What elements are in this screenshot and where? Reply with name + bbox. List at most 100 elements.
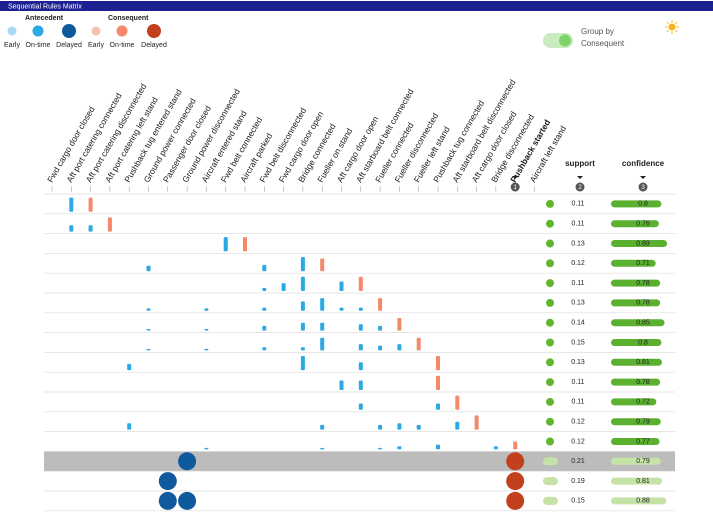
rule-event-bar [69, 225, 74, 232]
sort-arrow [512, 176, 519, 179]
support-indicator [546, 279, 554, 288]
confidence-bar [611, 398, 657, 406]
confidence-bar [611, 358, 663, 366]
confidence-value: 0.8 [638, 339, 648, 346]
confidence-value: 0.78 [636, 280, 650, 287]
support-indicator [546, 318, 554, 327]
confidence-value: 0.88 [636, 498, 650, 505]
rule-event-circle [178, 452, 197, 471]
rule-event-bar [69, 197, 74, 212]
rule-event-bar [455, 395, 460, 410]
rule-event-circle [506, 472, 525, 491]
support-value: 0.12 [571, 438, 585, 445]
confidence-bar [611, 200, 662, 208]
confidence-bar [611, 220, 659, 228]
rule-event-bar [474, 415, 479, 430]
rule-event-bar [204, 329, 209, 331]
rule-event-bar [320, 322, 325, 331]
confidence-value: 0.79 [636, 458, 650, 465]
rule-event-bar [262, 325, 267, 331]
rule-event-bar [88, 197, 93, 212]
rule-event-bar [300, 355, 305, 371]
metric-header[interactable]: confidence [622, 159, 665, 168]
support-value: 0.13 [571, 359, 585, 366]
rule-event-bar [397, 344, 402, 351]
confidence-value: 0.78 [636, 300, 650, 307]
legend-group-label: Antecedent [25, 15, 64, 22]
rule-event-bar [358, 324, 363, 331]
sort-arrow [640, 176, 646, 179]
support-indicator [546, 397, 554, 406]
rule-event-bar [436, 403, 440, 410]
sun-icon[interactable] [665, 20, 679, 34]
rule-event-bar [146, 308, 151, 311]
rule-event-bar [320, 298, 325, 311]
legend-item-label: Delayed [56, 42, 82, 49]
rule-event-bar [358, 362, 363, 371]
rule-event-bar [513, 441, 518, 450]
confidence-value: 0.85 [636, 320, 650, 327]
rule-event-bar [300, 322, 305, 331]
confidence-value: 0.79 [636, 419, 650, 426]
sort-badge [638, 182, 648, 192]
metric-header[interactable]: support [565, 159, 595, 168]
support-value: 0.12 [571, 260, 585, 267]
rule-event-bar [262, 307, 267, 311]
rule-event-bar [262, 287, 267, 291]
legend-item-label: Delayed [141, 42, 167, 49]
toggle-label: Group by [581, 27, 614, 36]
rule-event-bar [339, 380, 344, 390]
confidence-value: 0.76 [636, 221, 650, 228]
confidence-value: 0.78 [636, 379, 650, 386]
rule-event-bar [378, 424, 383, 430]
rule-event-bar [493, 446, 498, 450]
sort-badge [510, 182, 520, 192]
sun-rays [665, 20, 679, 34]
rule-event-circle [506, 452, 525, 471]
confidence-bar [611, 418, 661, 426]
rule-event-bar [146, 329, 151, 331]
rule-event-bar [416, 337, 421, 351]
rule-event-bar [320, 447, 325, 450]
rule-event-bar [223, 237, 228, 252]
rule-event-bar [397, 317, 402, 331]
rule-event-bar [262, 264, 267, 272]
rule-event-bar [339, 281, 344, 291]
rule-event-bar [378, 447, 383, 450]
rule-event-bar [358, 344, 363, 351]
confidence-bar [611, 299, 661, 307]
legend-swatch [147, 24, 161, 38]
group-by-toggle[interactable]: Group by Consequent [543, 27, 625, 48]
support-indicator [543, 496, 558, 505]
confidence-bar [611, 497, 667, 505]
support-value: 0.14 [571, 320, 585, 327]
rule-event-circle [158, 472, 177, 491]
rule-event-bar [88, 225, 93, 232]
rule-event-bar [204, 348, 209, 351]
rule-event-bar [281, 283, 286, 291]
support-indicator [546, 219, 554, 228]
rule-event-bar [127, 423, 132, 430]
support-value: 0.11 [571, 221, 584, 228]
support-indicator [546, 378, 554, 387]
toggle-knob [559, 34, 571, 47]
support-indicator [546, 417, 554, 426]
legend-item-label: Early [4, 42, 20, 49]
rule-event-bar [378, 298, 383, 311]
confidence-bar [611, 319, 665, 327]
rule-event-bar [127, 363, 132, 371]
rule-event-bar [416, 424, 421, 430]
sun-core [668, 23, 676, 31]
support-value: 0.21 [571, 458, 585, 465]
confidence-value: 0.72 [636, 399, 650, 406]
rule-event-bar [339, 307, 344, 311]
rule-event-bar [300, 256, 305, 272]
legend-swatch [116, 25, 128, 37]
rule-event-circle [178, 491, 197, 510]
confidence-value: 0.8 [638, 201, 648, 208]
rule-event-bar [204, 308, 209, 311]
rule-event-bar [397, 446, 402, 450]
title-bar [0, 1, 713, 11]
legend-group-label: Consequent [108, 15, 149, 22]
